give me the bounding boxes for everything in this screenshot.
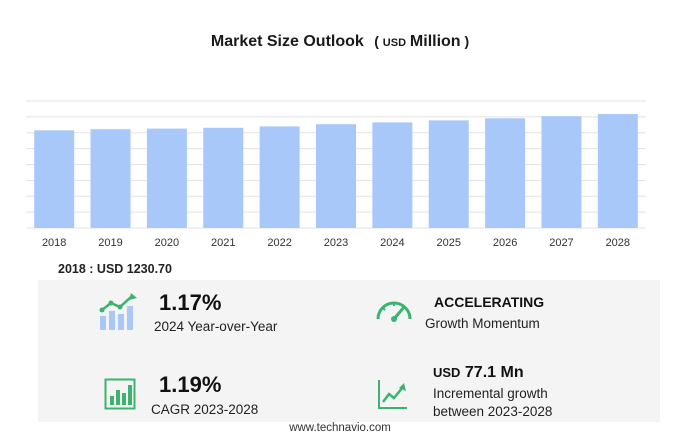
cagr-value: 1.19% [159,372,222,397]
chart-title-text: Market Size Outlook [210,33,364,50]
x-tick-label-2024: 2024 [380,237,404,249]
x-tick-label-2028: 2028 [606,237,630,249]
yoy-label: 2024 Year-over-Year [154,319,278,334]
bar-2027 [541,116,582,228]
growth-chart-icon [99,293,137,330]
bar-2019 [90,129,131,228]
chart-title: Market Size Outlook ( USD Million ) [0,33,680,51]
trend-up-icon [378,380,407,409]
x-tick-label-2021: 2021 [211,237,235,249]
bar-2018 [34,130,75,228]
speedometer-icon [376,301,412,322]
x-tick-label-2025: 2025 [436,237,460,249]
x-tick-label-2020: 2020 [155,237,179,249]
unit-main: Million [409,33,461,50]
yoy-value: 1.17% [159,290,222,315]
bar-2025 [428,120,469,228]
bar-2022 [259,126,300,228]
incremental-value: USD 77.1 Mn [433,364,524,382]
incremental-prefix: USD [433,365,461,380]
x-tick-label-2026: 2026 [493,237,517,249]
bar-2020 [146,128,187,228]
x-tick-label-2019: 2019 [98,237,122,249]
x-tick-label-2022: 2022 [267,237,291,249]
bar-2024 [372,122,413,228]
x-tick-label-2018: 2018 [42,237,66,249]
cagr-label: CAGR 2023-2028 [151,402,259,417]
incremental-amount: 77.1 Mn [464,364,524,381]
bar-2026 [485,118,526,228]
chart-unit: ( USD Million ) [374,33,470,50]
bar-2021 [203,127,244,228]
footer-url: www.technavio.com [289,422,391,434]
incremental-label-line1: Incremental growth [433,386,548,401]
unit-prefix: USD [382,37,407,49]
x-tick-label-2023: 2023 [324,237,348,249]
momentum-heading: ACCELERATING [434,294,545,310]
stats-panel [38,280,660,422]
bar-chart-icon [104,378,136,410]
x-tick-label-2027: 2027 [549,237,573,249]
incremental-label-line2: between 2023-2028 [433,404,553,419]
bar-chart: 2018 2019 2020 2021 2022 2023 2024 2025 2026 2027… [26,100,646,249]
momentum-label: Growth Momentum [425,316,540,331]
bar-2023 [316,124,356,228]
bar-2028 [597,114,638,228]
base-year-label: 2018 : USD 1230.70 [58,262,172,276]
